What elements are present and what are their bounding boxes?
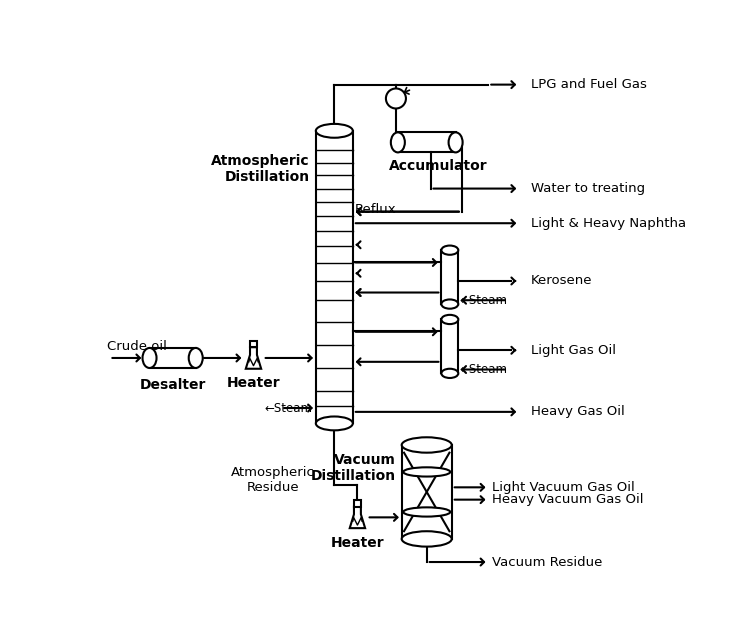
- Text: Light & Heavy Naphtha: Light & Heavy Naphtha: [531, 217, 686, 229]
- Text: ←Steam: ←Steam: [460, 294, 508, 307]
- Ellipse shape: [402, 531, 451, 547]
- Bar: [441, 250, 458, 304]
- Text: Reflux: Reflux: [354, 203, 396, 216]
- Text: ←Steam: ←Steam: [460, 363, 508, 376]
- Circle shape: [386, 88, 406, 108]
- Text: ←Steam: ←Steam: [264, 401, 312, 415]
- Ellipse shape: [404, 507, 450, 517]
- Text: Desalter: Desalter: [140, 378, 206, 392]
- Bar: [398, 132, 455, 153]
- Text: Heater: Heater: [226, 376, 280, 390]
- Polygon shape: [354, 501, 361, 506]
- Text: Crude oil: Crude oil: [107, 340, 167, 353]
- Ellipse shape: [441, 299, 458, 309]
- Bar: [441, 319, 458, 373]
- Ellipse shape: [391, 132, 405, 153]
- Ellipse shape: [316, 124, 352, 138]
- Ellipse shape: [441, 246, 458, 254]
- Text: Kerosene: Kerosene: [531, 274, 592, 287]
- Text: Heavy Vacuum Gas Oil: Heavy Vacuum Gas Oil: [492, 493, 644, 506]
- Text: Atmospheric
Residue: Atmospheric Residue: [231, 466, 315, 494]
- Text: Accumulator: Accumulator: [389, 158, 488, 172]
- Bar: [402, 445, 451, 539]
- Polygon shape: [250, 341, 257, 347]
- Ellipse shape: [189, 348, 202, 368]
- Text: Vacuum Residue: Vacuum Residue: [492, 556, 602, 569]
- Ellipse shape: [142, 348, 157, 368]
- Text: Vacuum
Distillation: Vacuum Distillation: [310, 453, 395, 483]
- Ellipse shape: [441, 369, 458, 378]
- Polygon shape: [246, 347, 261, 369]
- Text: Light Gas Oil: Light Gas Oil: [531, 344, 616, 357]
- Text: Atmospheric
Distillation: Atmospheric Distillation: [211, 154, 310, 184]
- Bar: [149, 348, 196, 368]
- Text: Heater: Heater: [331, 536, 384, 550]
- Text: LPG and Fuel Gas: LPG and Fuel Gas: [531, 78, 646, 91]
- Ellipse shape: [441, 315, 458, 324]
- Polygon shape: [350, 506, 365, 528]
- Text: Heavy Gas Oil: Heavy Gas Oil: [531, 405, 625, 419]
- Ellipse shape: [448, 132, 463, 153]
- Ellipse shape: [316, 417, 352, 430]
- Text: Light Vacuum Gas Oil: Light Vacuum Gas Oil: [492, 481, 635, 494]
- Text: Water to treating: Water to treating: [531, 182, 645, 195]
- Bar: [316, 131, 352, 424]
- Ellipse shape: [402, 437, 451, 453]
- Ellipse shape: [404, 467, 450, 476]
